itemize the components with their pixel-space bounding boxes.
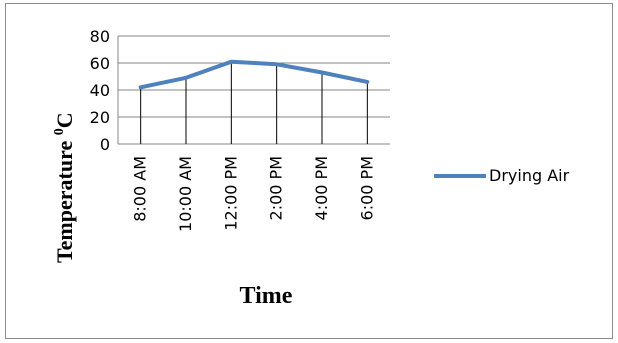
legend: Drying Air: [434, 166, 570, 185]
series-line-drying-air: [138, 59, 370, 90]
grid-lines: [117, 35, 390, 145]
drop-lines: [140, 61, 368, 144]
y-tick-label: 80: [90, 27, 110, 46]
x-axis-label: Time: [240, 283, 293, 309]
chart-frame: [5, 3, 613, 339]
y-tick-label: 20: [90, 108, 110, 127]
x-tick-label: 12:00 PM: [221, 156, 240, 231]
legend-label-drying-air: Drying Air: [489, 166, 570, 185]
y-tick-label: 0: [100, 135, 110, 154]
y-axis-label: Temperature 0C: [52, 112, 77, 263]
y-tick-label: 40: [90, 81, 110, 100]
x-tick-label: 6:00 PM: [357, 156, 376, 220]
x-tick-label: 10:00 AM: [176, 156, 195, 232]
x-tick-label: 8:00 AM: [131, 156, 150, 222]
y-tick-labels: 0 20 40 60 80: [90, 27, 110, 154]
x-tick-label: 2:00 PM: [267, 156, 286, 220]
x-tick-labels: 8:00 AM 10:00 AM 12:00 PM 2:00 PM 4:00 PM 6:0…: [131, 156, 377, 232]
y-tick-label: 60: [90, 54, 110, 73]
x-tick-label: 4:00 PM: [312, 156, 331, 220]
